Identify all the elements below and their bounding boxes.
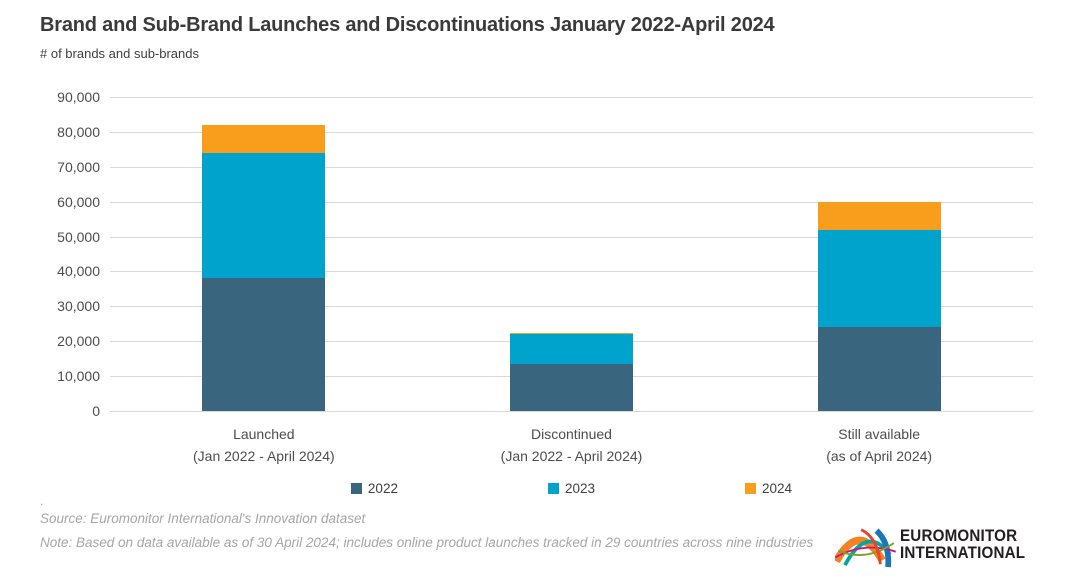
- bar-segment-2024: [202, 124, 326, 153]
- x-category-label-line2: (as of April 2024): [826, 448, 933, 464]
- legend: 2022 2023 2024: [110, 481, 1033, 496]
- legend-item-2023: 2023: [547, 481, 596, 496]
- y-tick-label: 40,000: [57, 263, 100, 280]
- y-tick-label: 20,000: [57, 333, 100, 350]
- note-text: Note: Based on data available as of 30 A…: [40, 535, 814, 550]
- y-tick-label: 60,000: [57, 193, 100, 210]
- bar-segment-2022: [817, 327, 941, 411]
- bar-segment-2023: [510, 334, 633, 364]
- y-tick-label: 90,000: [57, 89, 100, 105]
- grid-line: [110, 411, 1033, 412]
- grid-line: [110, 131, 1033, 133]
- legend-label: 2022: [367, 481, 398, 496]
- bar-segment-2024: [817, 201, 941, 230]
- x-category-label: Discontinued (Jan 2022 - April 2024): [418, 423, 726, 467]
- bar-segment-2022: [510, 363, 633, 411]
- y-tick-label: 0: [92, 403, 100, 419]
- x-category-label-line2: (Jan 2022 - April 2024): [500, 448, 643, 464]
- grid-line: [110, 166, 1033, 168]
- legend-item-2022: 2022: [350, 481, 398, 496]
- chart-title: Brand and Sub-Brand Launches and Discont…: [40, 14, 775, 36]
- grid-line: [110, 306, 1033, 308]
- legend-swatch-icon: [547, 483, 559, 494]
- legend-swatch-icon: [350, 483, 362, 494]
- plot-area: [110, 97, 1033, 412]
- source-text: Source: Euromonitor International's Inno…: [40, 511, 366, 526]
- legend-label: 2024: [762, 481, 793, 496]
- bar-segment-2024: [510, 332, 633, 335]
- x-category-label: Launched (Jan 2022 - April 2024): [110, 423, 418, 467]
- logo-line-2: INTERNATIONAL: [900, 544, 1026, 562]
- x-category-label-line1: Still available: [838, 426, 920, 442]
- grid-line: [110, 97, 1033, 98]
- x-category-label-line1: Discontinued: [531, 426, 612, 442]
- logo-line-1: EUROMONITOR: [900, 527, 1018, 545]
- bar-segment-2023: [202, 152, 326, 279]
- chart-subtitle: # of brands and sub-brands: [40, 46, 199, 61]
- y-tick-label: 70,000: [57, 158, 100, 175]
- y-tick-label: 50,000: [57, 228, 100, 245]
- x-category-label: Still available (as of April 2024): [725, 423, 1033, 467]
- x-axis-labels: Launched (Jan 2022 - April 2024) Discontin…: [110, 423, 1033, 467]
- grid-line: [110, 236, 1033, 238]
- y-tick-label: 10,000: [57, 368, 100, 385]
- grid-line: [110, 201, 1033, 203]
- euromonitor-logo: EUROMONITOR INTERNATIONAL: [835, 522, 1036, 568]
- euromonitor-logo-text: EUROMONITOR INTERNATIONAL: [900, 528, 1025, 562]
- legend-label: 2023: [564, 481, 596, 496]
- x-category-label-line2: (Jan 2022 - April 2024): [193, 448, 335, 464]
- y-tick-label: 30,000: [57, 298, 100, 315]
- y-tick-label: 80,000: [57, 123, 100, 140]
- grid-line: [110, 271, 1033, 273]
- bar-segment-2023: [817, 229, 941, 328]
- bar-segment-2022: [202, 278, 326, 411]
- footnote-dot: .: [40, 494, 44, 508]
- legend-swatch-icon: [745, 483, 757, 494]
- euromonitor-logo-arcs-icon: [835, 528, 897, 568]
- x-category-label-line1: Launched: [233, 426, 295, 442]
- legend-item-2024: 2024: [745, 481, 792, 496]
